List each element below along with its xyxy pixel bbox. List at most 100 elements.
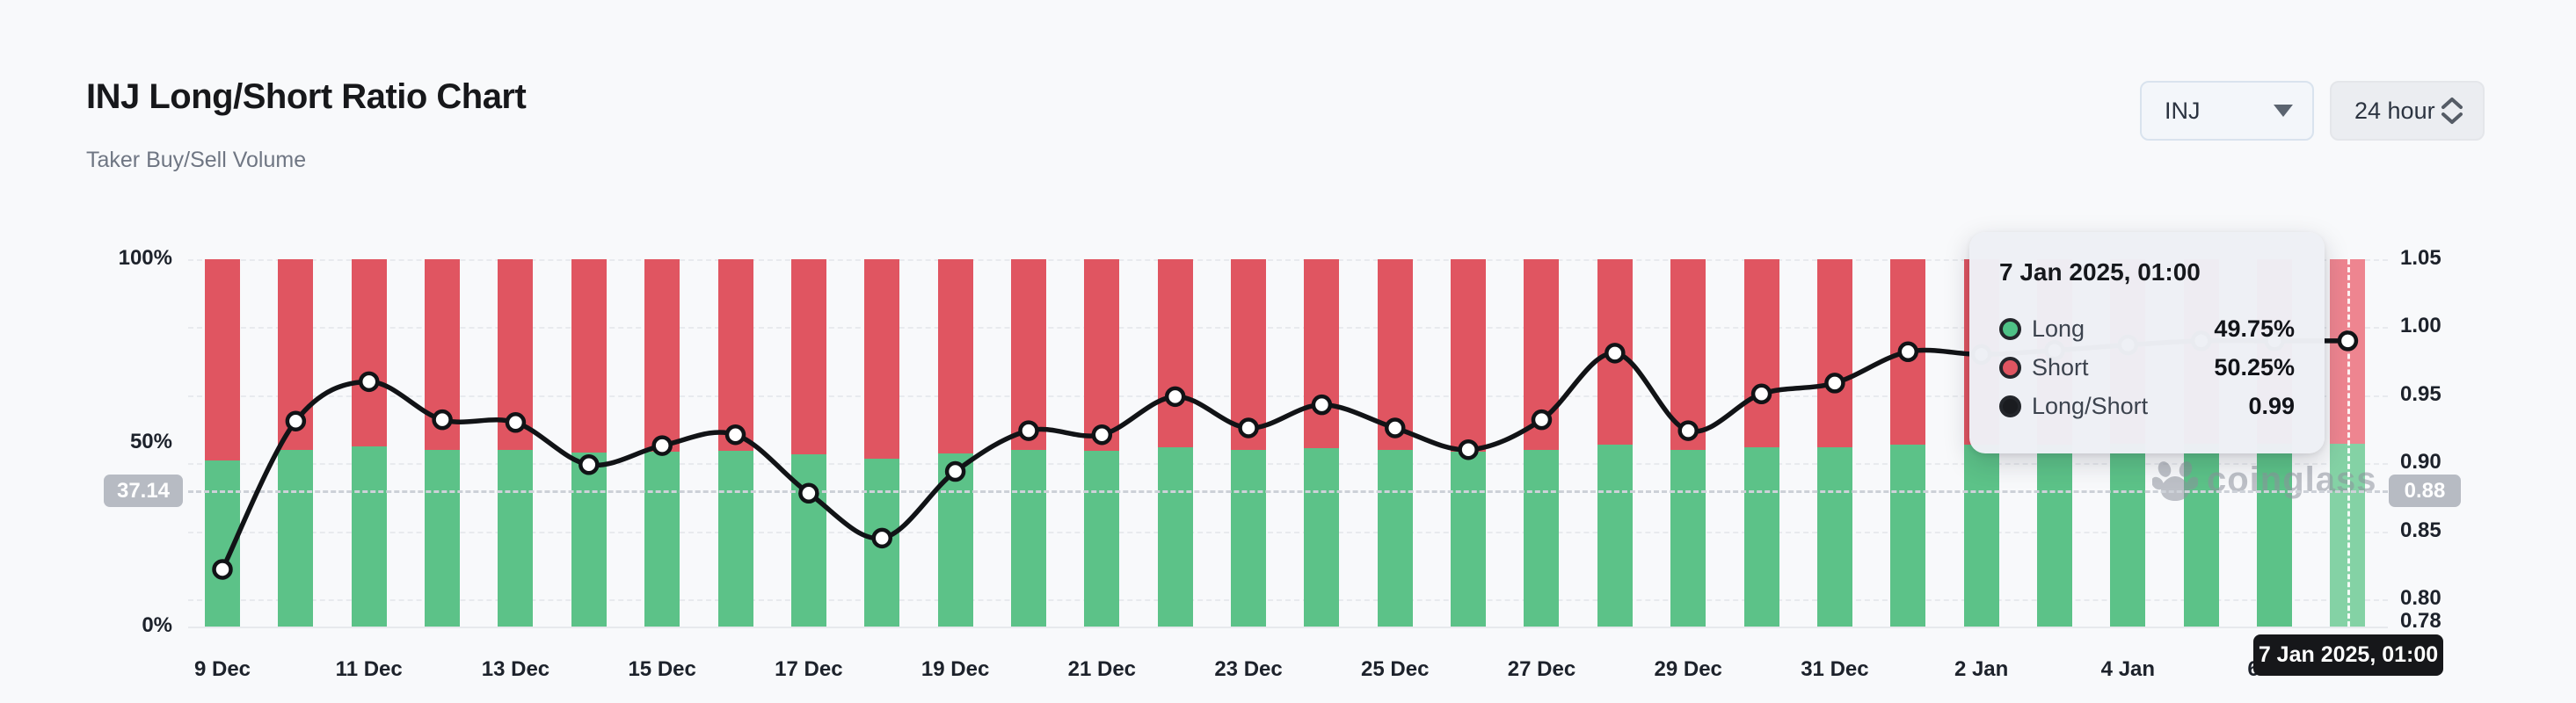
long-bar-segment[interactable] — [1010, 450, 1046, 627]
page-subtitle: Taker Buy/Sell Volume — [86, 148, 307, 172]
short-dot-icon — [1999, 356, 2021, 379]
short-bar-segment[interactable] — [351, 259, 387, 447]
y-axis-right-label: 1.05 — [2400, 246, 2441, 270]
short-bar-segment[interactable] — [644, 259, 680, 452]
ratio-dot-icon — [1999, 395, 2021, 417]
y-axis-right-label: 0.78 — [2400, 609, 2441, 633]
long-bar-segment[interactable] — [351, 446, 387, 627]
long-bar-segment[interactable] — [1890, 445, 1926, 627]
long-bar-segment[interactable] — [717, 450, 753, 627]
tooltip-label: Short — [2032, 353, 2089, 380]
interval-select[interactable]: 24 hour — [2330, 81, 2485, 141]
long-bar-segment[interactable] — [937, 453, 973, 627]
short-bar-segment[interactable] — [1451, 259, 1487, 453]
long-bar-segment[interactable] — [1304, 448, 1340, 627]
x-axis-label: 31 Dec — [1801, 657, 1869, 681]
left-current-value-badge: 37.14 — [104, 475, 183, 508]
tooltip-label: Long — [2032, 315, 2085, 342]
coinglass-watermark-text: coinglass — [2207, 460, 2377, 499]
y-axis-left-label: 50% — [129, 430, 172, 453]
short-bar-segment[interactable] — [1377, 259, 1413, 450]
tooltip-value: 49.75% — [2214, 315, 2295, 342]
short-bar-segment[interactable] — [1597, 259, 1633, 446]
long-bar-segment[interactable] — [1816, 446, 1852, 627]
up-down-stepper-icon — [2441, 97, 2463, 125]
short-bar-segment[interactable] — [571, 259, 607, 453]
short-bar-segment[interactable] — [790, 259, 826, 455]
coinglass-paw-icon — [2152, 461, 2198, 501]
short-bar-segment[interactable] — [1670, 259, 1706, 451]
long-bar-segment[interactable] — [205, 460, 240, 627]
long-bar-segment[interactable] — [1377, 449, 1413, 627]
short-bar-segment[interactable] — [498, 259, 534, 450]
y-axis-right-label: 0.95 — [2400, 381, 2441, 406]
tooltip-row-ratio: Long/Short 0.99 — [1999, 387, 2295, 425]
x-axis-label: 13 Dec — [481, 657, 550, 681]
current-value-line — [188, 490, 2388, 494]
x-axis-label: 21 Dec — [1067, 657, 1137, 681]
tooltip-label: Long/Short — [2032, 392, 2149, 419]
short-bar-segment[interactable] — [937, 259, 973, 453]
tooltip-title: 7 Jan 2025, 01:00 — [1999, 258, 2201, 286]
x-axis-label: 2 Jan — [1954, 657, 2009, 681]
long-bar-segment[interactable] — [278, 449, 314, 627]
gridline — [188, 259, 2388, 261]
symbol-select-value: INJ — [2165, 97, 2201, 124]
tooltip-row-long: Long 49.75% — [1999, 309, 2295, 348]
short-bar-segment[interactable] — [1890, 259, 1926, 446]
chart-tooltip: 7 Jan 2025, 01:00 Long 49.75% Short 50.2… — [1969, 232, 2325, 453]
long-bar-segment[interactable] — [1231, 449, 1267, 627]
y-axis-right-label: 0.90 — [2400, 450, 2441, 475]
x-axis-label: 11 Dec — [335, 657, 403, 681]
x-axis-label: 19 Dec — [921, 657, 990, 681]
tooltip-value: 0.99 — [2248, 392, 2295, 419]
x-axis-label: 25 Dec — [1361, 657, 1430, 681]
short-bar-segment[interactable] — [1010, 259, 1046, 451]
long-bar-segment[interactable] — [1524, 449, 1560, 627]
long-bar-segment[interactable] — [498, 449, 534, 627]
x-axis-label: 4 Jan — [2100, 657, 2156, 681]
short-bar-segment[interactable] — [1743, 259, 1779, 448]
long-bar-segment[interactable] — [1451, 452, 1487, 627]
y-axis-right-label: 0.85 — [2400, 518, 2441, 542]
long-bar-segment[interactable] — [1597, 445, 1633, 627]
hover-crosshair — [2347, 259, 2351, 627]
y-axis-right-label: 0.80 — [2400, 586, 2441, 611]
long-bar-segment[interactable] — [571, 453, 607, 627]
long-bar-segment[interactable] — [2110, 444, 2146, 627]
x-axis-label: 27 Dec — [1507, 657, 1576, 681]
tooltip-value: 50.25% — [2214, 353, 2295, 380]
short-bar-segment[interactable] — [278, 259, 314, 450]
short-bar-segment[interactable] — [1231, 259, 1267, 450]
short-bar-segment[interactable] — [1157, 259, 1193, 448]
long-bar-segment[interactable] — [1157, 447, 1193, 627]
y-axis-left-label: 100% — [118, 246, 172, 270]
x-axis-label: 17 Dec — [775, 657, 843, 681]
short-bar-segment[interactable] — [717, 259, 753, 451]
long-bar-segment[interactable] — [1084, 450, 1120, 627]
x-axis-label: 15 Dec — [628, 657, 696, 681]
y-axis-left-label: 0% — [142, 613, 172, 637]
long-bar-segment[interactable] — [1670, 450, 1706, 627]
chevron-down-icon — [2274, 105, 2293, 117]
long-bar-segment[interactable] — [425, 449, 461, 627]
x-axis-hover-badge: 7 Jan 2025, 01:00 — [2253, 634, 2443, 676]
short-bar-segment[interactable] — [1524, 259, 1560, 450]
gridline — [188, 327, 2388, 330]
short-bar-segment[interactable] — [425, 259, 461, 450]
symbol-select[interactable]: INJ — [2140, 81, 2314, 141]
long-bar-segment[interactable] — [790, 454, 826, 627]
long-bar-segment[interactable] — [2037, 444, 2072, 627]
long-bar-segment[interactable] — [1963, 445, 1999, 627]
short-bar-segment[interactable] — [1816, 259, 1852, 447]
short-bar-segment[interactable] — [1084, 259, 1120, 451]
coinglass-watermark: coinglass — [2152, 457, 2377, 503]
x-axis-label: 23 Dec — [1214, 657, 1283, 681]
short-bar-segment[interactable] — [205, 259, 240, 461]
long-bar-segment[interactable] — [1743, 447, 1779, 627]
long-bar-segment[interactable] — [644, 451, 680, 627]
short-bar-segment[interactable] — [864, 259, 900, 459]
long-bar-segment[interactable] — [864, 458, 900, 627]
short-bar-segment[interactable] — [1304, 259, 1340, 449]
x-axis-label: 29 Dec — [1654, 657, 1722, 681]
